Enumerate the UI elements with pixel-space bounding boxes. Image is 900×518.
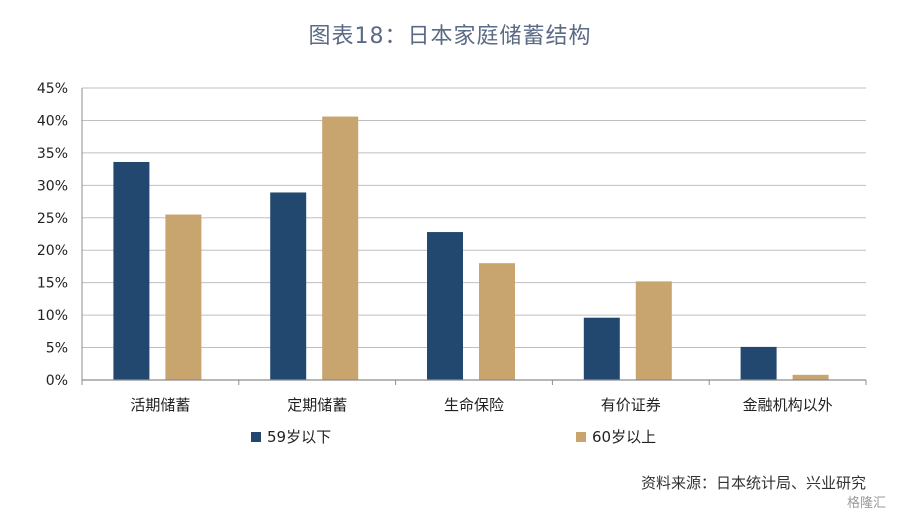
y-tick-label: 25% [37, 211, 68, 227]
x-category-label: 生命保险 [444, 396, 504, 414]
bar-series2 [322, 116, 359, 380]
bar-series1 [427, 232, 463, 380]
bar-series1 [270, 192, 307, 380]
watermark: 格隆汇 [846, 496, 886, 511]
x-category-label: 有价证券 [601, 396, 661, 414]
bar-series2 [792, 374, 829, 380]
bar-series1 [113, 161, 150, 380]
source-note: 资料来源：日本统计局、兴业研究 [640, 474, 866, 492]
y-tick-label: 0% [46, 373, 68, 389]
y-tick-label: 30% [37, 178, 68, 194]
legend-label-series2: 60岁以上 [592, 428, 657, 446]
x-category-label: 活期储蓄 [130, 396, 190, 414]
y-tick-label: 45% [37, 81, 68, 97]
legend-label-series1: 59岁以下 [267, 428, 332, 446]
x-axis-categories: 活期储蓄 定期储蓄 生命保险 有价证券 金融机构以外 [130, 396, 832, 414]
y-tick-label: 35% [37, 146, 68, 162]
y-tick-label: 5% [46, 341, 68, 357]
bar-series2 [635, 281, 672, 380]
bar-series2 [165, 214, 202, 380]
gridlines [81, 87, 867, 385]
y-tick-label: 20% [37, 243, 68, 259]
x-category-label: 定期储蓄 [287, 396, 347, 414]
legend-swatch-series1 [251, 431, 261, 442]
legend-item-series1: 59岁以下 [251, 426, 331, 447]
chart-title: 图表18：日本家庭储蓄结构 [308, 24, 592, 49]
legend-swatch-series2 [576, 431, 586, 442]
bar-series2 [479, 263, 515, 380]
y-axis-ticks: 0% 5% 10% 15% 20% 25% 30% 35% 40% 45% [37, 81, 68, 389]
y-tick-label: 10% [37, 308, 68, 324]
y-tick-label: 40% [37, 113, 68, 129]
x-category-label: 金融机构以外 [743, 396, 833, 414]
y-tick-label: 15% [37, 276, 68, 292]
bar-series1 [583, 317, 620, 380]
bar-series1 [740, 346, 777, 380]
bars [113, 116, 829, 380]
legend-item-series2: 60岁以上 [576, 426, 656, 447]
